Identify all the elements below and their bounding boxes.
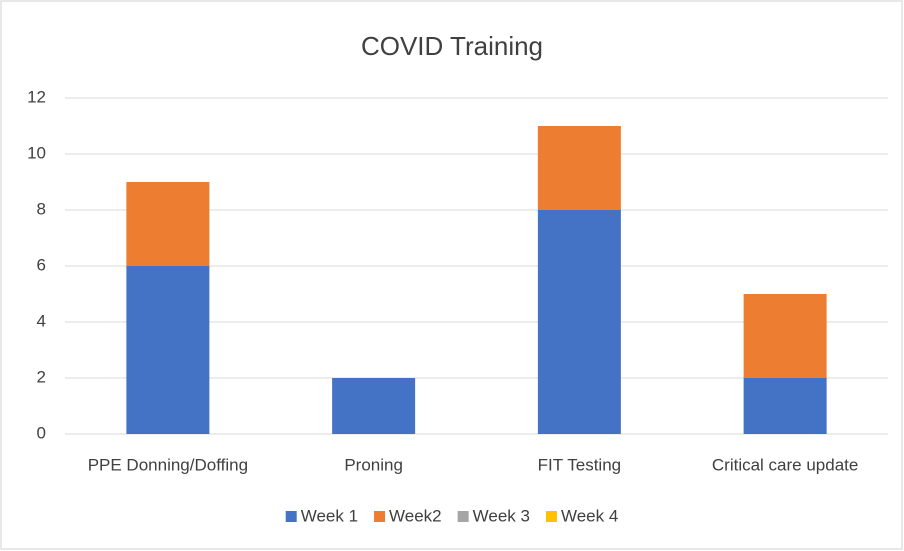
legend-label: Week 3	[473, 506, 530, 525]
legend-label: Week 4	[561, 506, 618, 525]
y-tick-label: 0	[37, 423, 46, 442]
bar-segment	[537, 126, 621, 210]
bar-segment	[126, 182, 210, 266]
chart-title: COVID Training	[361, 31, 543, 61]
legend-label: Week 1	[301, 506, 358, 525]
x-tick-label: Critical care update	[712, 455, 858, 474]
y-tick-label: 4	[37, 311, 46, 330]
y-tick-label: 8	[37, 199, 46, 218]
x-tick-label: Proning	[344, 455, 403, 474]
legend-swatch	[545, 511, 557, 522]
legend-swatch	[285, 511, 297, 522]
x-tick-label: PPE Donning/Doffing	[88, 455, 248, 474]
y-tick-label: 10	[27, 143, 46, 162]
bar-segment	[743, 378, 827, 434]
bar-segment	[743, 294, 827, 378]
y-tick-label: 6	[37, 255, 46, 274]
legend-swatch	[457, 511, 469, 522]
y-tick-label: 2	[37, 367, 46, 386]
x-tick-label: FIT Testing	[538, 455, 621, 474]
bar-segment	[537, 210, 621, 434]
y-tick-label: 12	[27, 87, 46, 106]
bar-segment	[126, 266, 210, 434]
legend-label: Week2	[389, 506, 442, 525]
bar-segment	[332, 378, 416, 434]
legend-swatch	[374, 511, 386, 522]
